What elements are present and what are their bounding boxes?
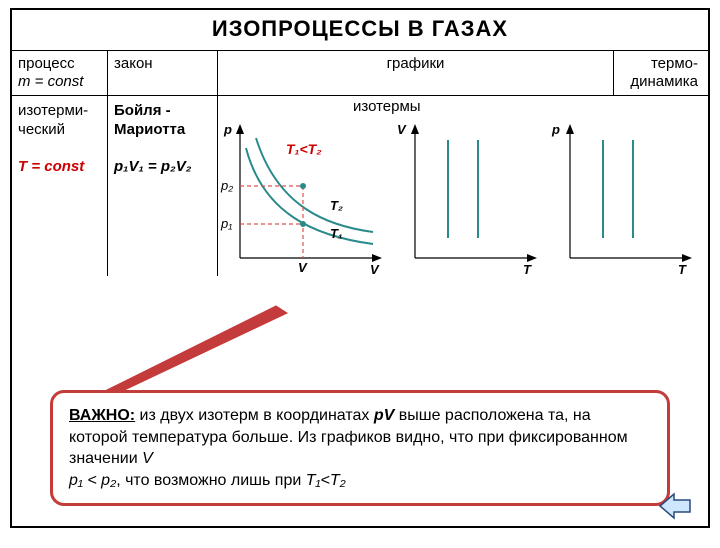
t-const: T = const — [18, 158, 84, 175]
header-law: закон — [108, 51, 218, 95]
pv-y-axis: p — [223, 122, 232, 137]
chart-pv: p p₂ p₁ T₂ T₁ T₁<T₂ V V — [218, 118, 388, 278]
cell-law: Бойля - Мариотта p₁V₁ = p₂V₂ — [108, 96, 218, 276]
callout-text1: из двух изотерм в координатах — [135, 407, 374, 424]
header-process: процесс m = const — [12, 51, 108, 95]
important-label: ВАЖНО: — [69, 407, 135, 424]
header-process-label: процесс — [18, 55, 75, 72]
charts-container: изотермы p p₂ p₁ T₂ — [218, 96, 708, 276]
callout-rel2: T₁<T₂ — [306, 472, 346, 489]
t1-curve-label: T₁ — [330, 226, 343, 241]
p1-label: p₁ — [220, 216, 232, 231]
isotherm-label: изотермы — [353, 98, 421, 115]
law-line1: Бойля - — [114, 102, 171, 119]
pt-x-axis: T — [678, 262, 687, 277]
equation: p₁V₁ = p₂V₂ — [114, 158, 191, 175]
slide-frame: ИЗОПРОЦЕССЫ В ГАЗАХ процесс m = const за… — [10, 8, 710, 528]
chart-pt: p T — [548, 118, 698, 278]
relation-label: T₁<T₂ — [286, 141, 322, 157]
chart-vt: V T — [393, 118, 543, 278]
pt-y-axis: p — [551, 122, 560, 137]
header-mass-const: m = const — [18, 73, 83, 90]
cell-process: изотерми- ческий T = const — [12, 96, 108, 276]
callout-rel1: p₁ < p₂ — [69, 472, 116, 489]
t2-curve-label: T₂ — [330, 198, 343, 213]
header-graphs: графики — [218, 51, 614, 95]
vt-x-axis: T — [523, 262, 532, 277]
process-line2: ческий — [18, 121, 65, 138]
callout-coord: pV — [374, 407, 394, 424]
p2-label: p₂ — [220, 178, 233, 193]
law-line2: Мариотта — [114, 121, 185, 138]
vt-y-axis: V — [397, 122, 407, 137]
thermo-line2: динамика — [630, 73, 698, 90]
pv-x-axis: V — [370, 262, 380, 277]
important-callout: ВАЖНО: из двух изотерм в координатах pV … — [50, 390, 670, 506]
callout-text4: , что возможно лишь при — [116, 472, 306, 489]
header-thermo: термо- динамика — [614, 51, 708, 95]
table-header-row: процесс m = const закон графики термо- д… — [12, 51, 708, 95]
thermo-line1: термо- — [651, 55, 698, 72]
v-tick-label: V — [298, 260, 308, 275]
back-button[interactable] — [658, 492, 692, 520]
page-title: ИЗОПРОЦЕССЫ В ГАЗАХ — [12, 10, 708, 50]
table-data-row: изотерми- ческий T = const Бойля - Марио… — [12, 95, 708, 276]
callout-v: V — [142, 450, 153, 467]
process-table: процесс m = const закон графики термо- д… — [12, 50, 708, 276]
process-line1: изотерми- — [18, 102, 88, 119]
